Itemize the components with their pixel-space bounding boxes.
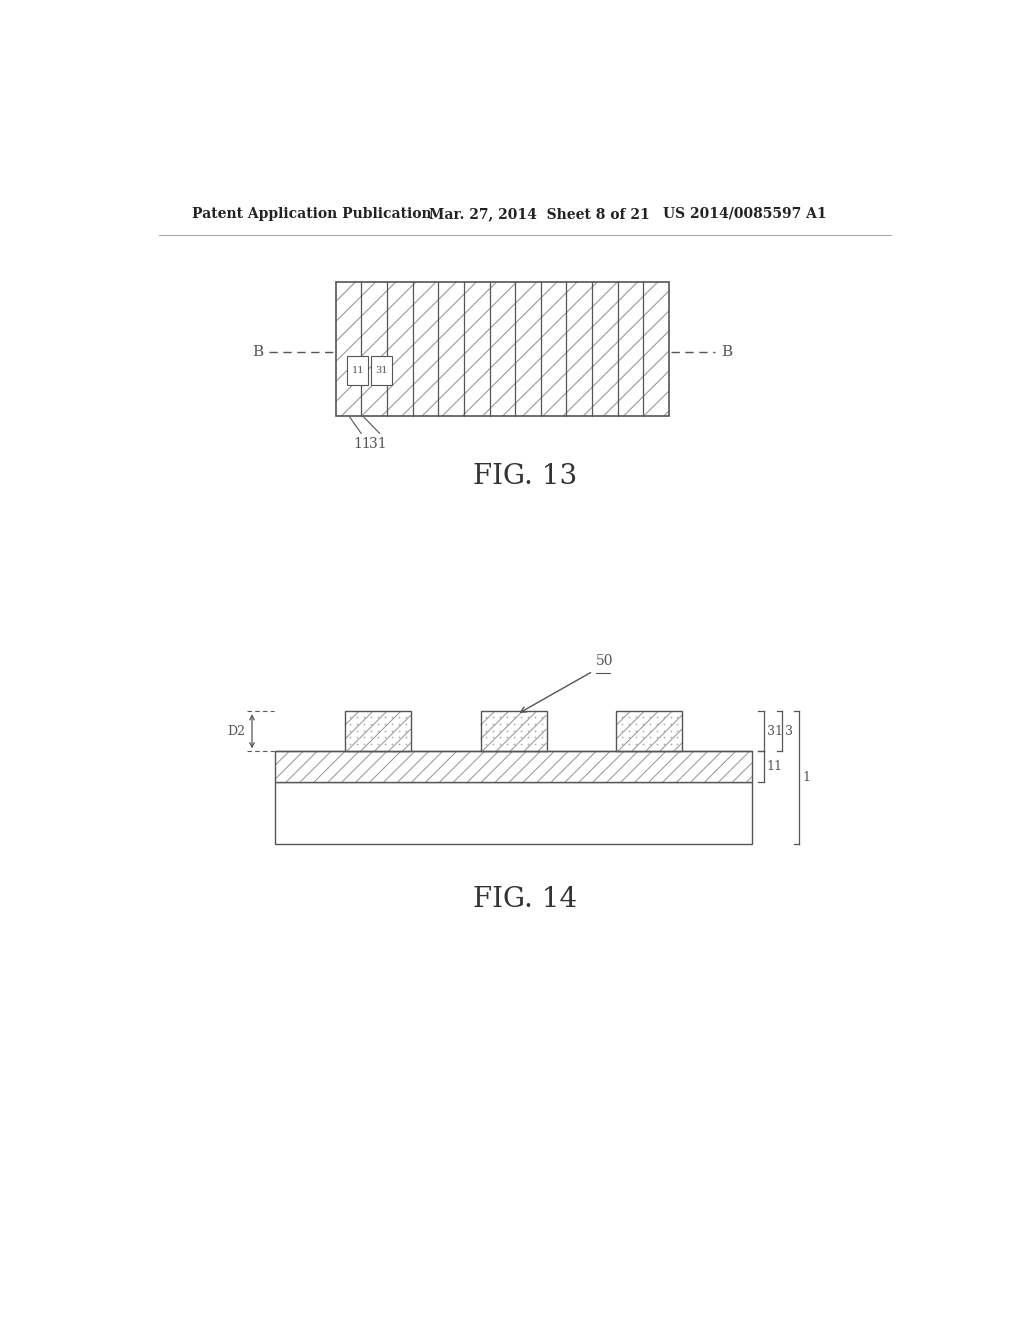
Text: US 2014/0085597 A1: US 2014/0085597 A1 <box>663 207 826 220</box>
Text: FIG. 13: FIG. 13 <box>473 463 577 490</box>
Bar <box>275 781 752 843</box>
Text: 50: 50 <box>596 655 613 668</box>
Bar <box>345 711 411 751</box>
Text: 11: 11 <box>351 366 365 375</box>
Bar <box>275 751 752 781</box>
Bar <box>480 711 547 751</box>
Bar <box>616 711 682 751</box>
Text: Patent Application Publication: Patent Application Publication <box>191 207 431 220</box>
Bar <box>345 711 411 751</box>
Bar <box>616 711 682 751</box>
Text: 3: 3 <box>785 725 794 738</box>
Bar <box>480 711 547 751</box>
Text: D2: D2 <box>227 725 246 738</box>
Text: 31: 31 <box>767 725 782 738</box>
Bar <box>347 355 369 385</box>
Bar <box>336 281 669 416</box>
Text: 31: 31 <box>370 437 387 451</box>
Text: 11: 11 <box>353 437 372 451</box>
Text: Mar. 27, 2014  Sheet 8 of 21: Mar. 27, 2014 Sheet 8 of 21 <box>429 207 649 220</box>
Text: B: B <box>253 345 264 359</box>
Bar <box>371 355 391 385</box>
Bar <box>275 751 752 781</box>
Text: FIG. 14: FIG. 14 <box>473 886 577 912</box>
Bar <box>336 281 669 416</box>
Text: 11: 11 <box>767 760 782 774</box>
Text: 31: 31 <box>375 366 387 375</box>
Text: 1: 1 <box>802 771 810 784</box>
Text: B: B <box>722 345 732 359</box>
